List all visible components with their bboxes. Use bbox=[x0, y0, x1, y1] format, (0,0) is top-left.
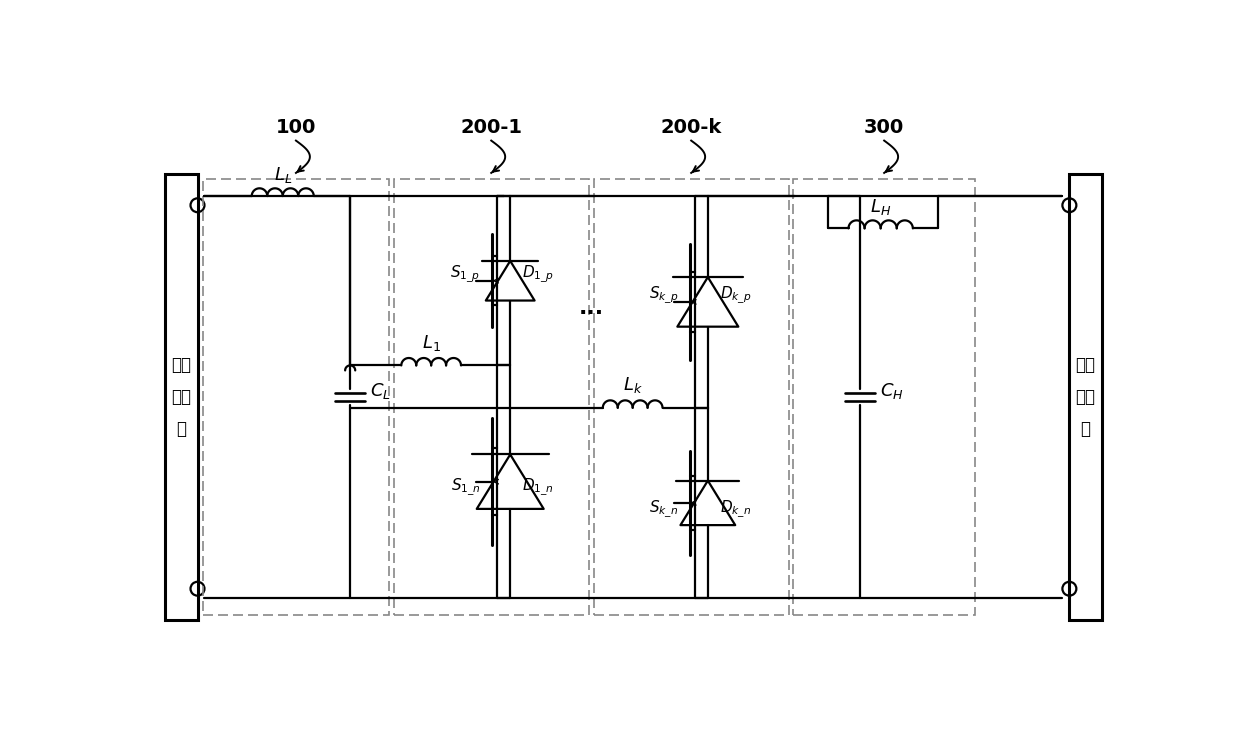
Text: 高压: 高压 bbox=[1075, 355, 1095, 374]
Text: $L_k$: $L_k$ bbox=[623, 375, 643, 396]
Text: 低压: 低压 bbox=[171, 355, 191, 374]
FancyBboxPatch shape bbox=[1069, 174, 1101, 619]
Text: ...: ... bbox=[579, 298, 603, 318]
Text: $L_L$: $L_L$ bbox=[274, 165, 292, 186]
Text: $D_{k\_p}$: $D_{k\_p}$ bbox=[720, 285, 751, 306]
Text: $S_{k\_n}$: $S_{k\_n}$ bbox=[649, 498, 678, 520]
Text: 源: 源 bbox=[176, 420, 186, 438]
Text: 直流: 直流 bbox=[1075, 388, 1095, 406]
FancyBboxPatch shape bbox=[165, 174, 197, 619]
Text: $D_{1\_p}$: $D_{1\_p}$ bbox=[522, 264, 554, 285]
Text: $S_{1\_p}$: $S_{1\_p}$ bbox=[450, 264, 481, 285]
Text: 200-k: 200-k bbox=[660, 117, 722, 137]
Text: 源: 源 bbox=[1080, 420, 1090, 438]
Text: 300: 300 bbox=[864, 117, 904, 137]
Text: $S_{1\_n}$: $S_{1\_n}$ bbox=[451, 477, 481, 498]
Text: 200-1: 200-1 bbox=[460, 117, 522, 137]
Text: $L_1$: $L_1$ bbox=[421, 333, 441, 353]
Text: $C_L$: $C_L$ bbox=[369, 381, 390, 401]
Text: $C_H$: $C_H$ bbox=[880, 381, 903, 401]
Text: $S_{k\_p}$: $S_{k\_p}$ bbox=[648, 285, 678, 306]
Text: $D_{1\_n}$: $D_{1\_n}$ bbox=[522, 477, 554, 498]
Text: $D_{k\_n}$: $D_{k\_n}$ bbox=[720, 498, 751, 520]
Text: $L_H$: $L_H$ bbox=[870, 197, 891, 217]
Text: 100: 100 bbox=[276, 117, 316, 137]
Text: 直流: 直流 bbox=[171, 388, 191, 406]
